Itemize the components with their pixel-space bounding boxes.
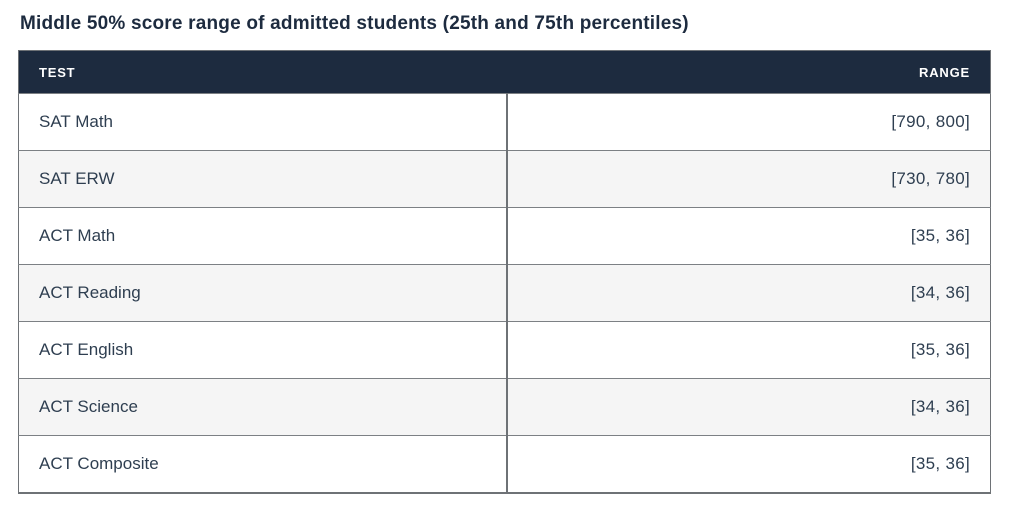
test-cell: SAT Math [18,93,509,151]
range-cell: [35, 36] [507,435,991,493]
test-cell: ACT Composite [18,435,509,493]
test-cell: SAT ERW [18,150,509,208]
score-range-table: TEST RANGE SAT Math [790, 800] SAT ERW [… [18,50,991,494]
range-cell: [790, 800] [507,93,991,151]
column-header-test: TEST [18,50,508,94]
table-row: ACT Math [35, 36] [18,207,991,265]
table-row: ACT Reading [34, 36] [18,264,991,322]
page-title: Middle 50% score range of admitted stude… [20,13,689,34]
test-cell: ACT English [18,321,509,379]
column-header-range: RANGE [507,50,991,94]
table-row: SAT Math [790, 800] [18,93,991,151]
page: Middle 50% score range of admitted stude… [18,13,991,494]
range-cell: [35, 36] [507,207,991,265]
table-row: SAT ERW [730, 780] [18,150,991,208]
table-row: ACT Composite [35, 36] [18,435,991,493]
table-row: ACT English [35, 36] [18,321,991,379]
header-row: TEST RANGE [18,50,991,94]
test-cell: ACT Science [18,378,509,436]
table-row: ACT Science [34, 36] [18,378,991,436]
range-cell: [34, 36] [507,378,991,436]
range-cell: [34, 36] [507,264,991,322]
test-cell: ACT Reading [18,264,509,322]
range-cell: [730, 780] [507,150,991,208]
test-cell: ACT Math [18,207,509,265]
range-cell: [35, 36] [507,321,991,379]
table-body: SAT Math [790, 800] SAT ERW [730, 780] A… [18,93,991,493]
table-header: TEST RANGE [18,50,991,94]
